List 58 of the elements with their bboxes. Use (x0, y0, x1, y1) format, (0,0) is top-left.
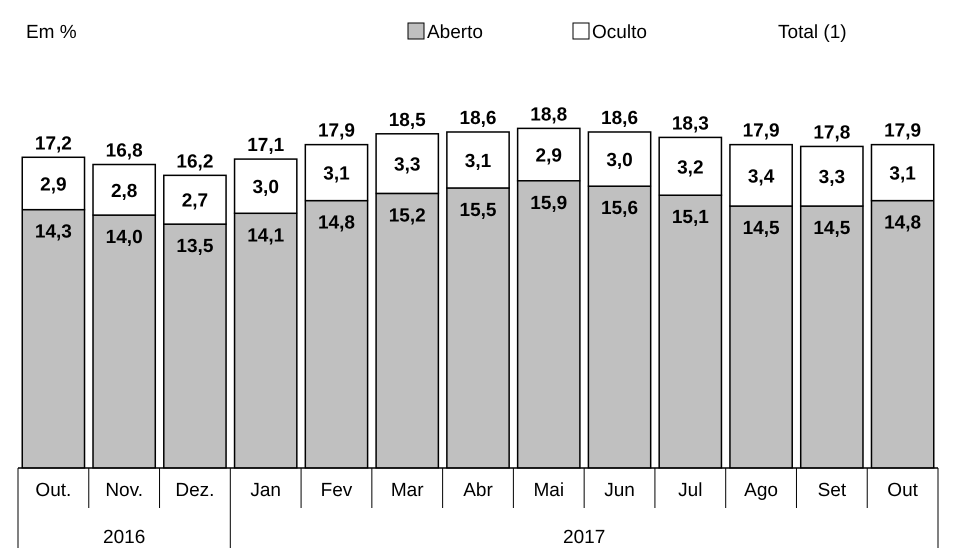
x-tick-label: Mar (390, 480, 424, 501)
data-label: 3,0 (606, 150, 633, 172)
data-label: 13,5 (176, 236, 214, 258)
data-label: 3,1 (323, 164, 350, 185)
total-label: 18,6 (601, 108, 638, 129)
total-label: 17,9 (884, 120, 922, 142)
data-label: 14,3 (34, 222, 72, 243)
data-label: 15,2 (388, 205, 426, 226)
total-label: 17,9 (742, 120, 780, 142)
x-tick-label: Jul (678, 480, 702, 501)
data-label: 14,8 (318, 212, 355, 234)
x-tick-label: Abr (463, 480, 494, 501)
x-tick-label: Jan (250, 480, 282, 501)
legend-label: Oculto (592, 22, 647, 43)
y-axis-title: Em % (26, 22, 77, 43)
data-label: 14,1 (247, 225, 285, 246)
total-label: 17,2 (34, 133, 72, 154)
total-label: 18,5 (388, 110, 426, 131)
data-label: 15,1 (672, 207, 710, 228)
total-label: 17,1 (247, 135, 285, 156)
data-label: 3,4 (748, 166, 775, 188)
total-label: 16,2 (176, 151, 214, 172)
x-tick-label: Set (818, 480, 847, 501)
x-tick-label: Fev (320, 480, 353, 501)
data-label: 3,0 (252, 177, 279, 198)
total-label: 16,8 (106, 140, 143, 162)
total-label: 18,6 (460, 108, 496, 129)
data-label: 14,8 (884, 212, 922, 234)
data-label: 2,8 (110, 180, 138, 202)
text: 2016 (103, 527, 146, 548)
data-label: 14,5 (742, 218, 780, 240)
x-tick-label: Jun (604, 480, 635, 501)
text: 2017 (563, 527, 606, 548)
data-label: 3,1 (889, 164, 916, 185)
data-label: 2,7 (182, 190, 208, 212)
x-tick-label: Out (887, 480, 919, 501)
x-tick-label: Dez. (175, 480, 214, 501)
data-label: 3,3 (818, 167, 846, 188)
data-label: 2,9 (40, 174, 67, 196)
data-label: 15,9 (530, 192, 568, 214)
data-label: 15,6 (601, 198, 638, 220)
data-label: 3,2 (677, 157, 704, 178)
data-label: 3,1 (464, 150, 492, 172)
data-label: 15,5 (460, 200, 497, 221)
x-tick-label: Ago (744, 480, 778, 501)
total-label: 17,8 (813, 122, 850, 144)
x-tick-label: Out. (35, 480, 72, 501)
data-label: 14,5 (813, 218, 851, 240)
x-tick-label: Nov. (105, 480, 143, 501)
total-label: 18,3 (672, 113, 709, 134)
legend-label: Aberto (427, 22, 483, 43)
x-tick-label: Mai (533, 480, 564, 501)
legend-title: Total (1) (778, 22, 847, 43)
data-label: 3,3 (394, 154, 420, 176)
total-label: 18,8 (530, 104, 568, 126)
data-label: 14,0 (106, 227, 143, 248)
total-label: 17,9 (318, 120, 355, 142)
data-label: 2,9 (536, 146, 562, 167)
